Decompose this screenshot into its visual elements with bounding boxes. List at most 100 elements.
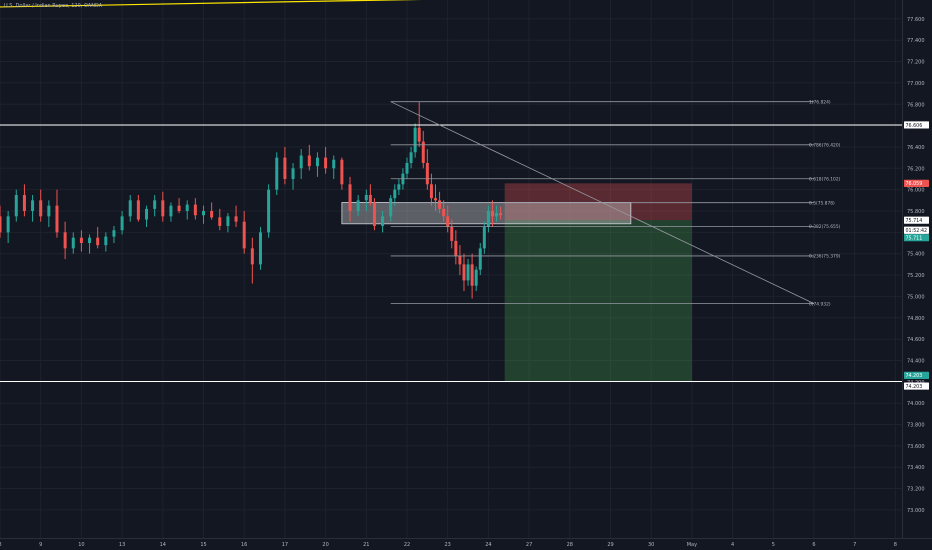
candle[interactable]: [413, 123, 417, 158]
supply-demand-zone[interactable]: [341, 202, 632, 225]
trendline[interactable]: [0, 0, 932, 8]
fib-level[interactable]: 0.786(76.420): [390, 142, 841, 148]
candle[interactable]: [22, 184, 26, 217]
candle[interactable]: [495, 205, 499, 222]
candle[interactable]: [470, 253, 474, 299]
candle[interactable]: [120, 211, 124, 235]
candle[interactable]: [14, 189, 18, 222]
candle[interactable]: [478, 243, 482, 276]
candle[interactable]: [267, 184, 271, 238]
candle[interactable]: [128, 194, 132, 222]
candle[interactable]: [425, 149, 429, 190]
candle[interactable]: [442, 200, 446, 222]
drawings-layer[interactable]: 1(76.824) 0.786(76.420) 0.618(76.102) 0.5(7…: [0, 0, 932, 382]
candle[interactable]: [0, 205, 2, 238]
candle[interactable]: [291, 162, 295, 190]
candle[interactable]: [332, 155, 336, 179]
candle[interactable]: [153, 194, 157, 217]
candle[interactable]: [368, 184, 372, 206]
candle[interactable]: [31, 194, 35, 222]
candle[interactable]: [283, 146, 287, 185]
candle[interactable]: [96, 227, 100, 249]
fib-level[interactable]: 0.618(76.102): [390, 176, 841, 182]
candle[interactable]: [348, 176, 352, 222]
candle[interactable]: [372, 198, 376, 231]
candle[interactable]: [161, 191, 165, 222]
candle[interactable]: [275, 152, 279, 195]
candle[interactable]: [234, 205, 238, 228]
candle[interactable]: [389, 194, 393, 222]
price-tick-label: 73.400: [907, 465, 925, 471]
candle[interactable]: [421, 130, 425, 169]
candle[interactable]: [136, 194, 140, 222]
candle[interactable]: [226, 213, 230, 233]
candle[interactable]: [6, 211, 10, 244]
time-tick-label: 30: [648, 542, 654, 548]
candle[interactable]: [250, 237, 254, 284]
candle[interactable]: [433, 184, 437, 211]
candle[interactable]: [71, 232, 75, 254]
candle[interactable]: [446, 205, 450, 233]
candle[interactable]: [486, 205, 490, 233]
candle[interactable]: [63, 221, 67, 260]
candle[interactable]: [242, 211, 246, 254]
support-price-label-text: 74.203: [906, 384, 923, 390]
target-price-label-text: 74.203: [906, 373, 923, 379]
candle[interactable]: [307, 144, 311, 171]
candle[interactable]: [356, 194, 360, 217]
fib-level[interactable]: 0.236(75.379): [390, 254, 841, 260]
candle[interactable]: [315, 152, 319, 177]
fib-level[interactable]: 1(76.824): [390, 99, 831, 105]
candle[interactable]: [210, 202, 214, 220]
candle[interactable]: [462, 253, 466, 292]
candle[interactable]: [185, 200, 189, 220]
candle[interactable]: [482, 221, 486, 254]
candles-layer[interactable]: [0, 102, 503, 299]
candle[interactable]: [79, 230, 83, 252]
candle[interactable]: [466, 259, 470, 286]
candle[interactable]: [47, 200, 51, 228]
candle[interactable]: [145, 205, 149, 228]
candle[interactable]: [381, 211, 385, 233]
fib-level[interactable]: 0.5(75.878): [390, 200, 835, 206]
candle[interactable]: [490, 200, 494, 228]
candle[interactable]: [39, 189, 43, 222]
candle[interactable]: [169, 202, 173, 222]
candle-body: [356, 200, 360, 211]
stop-price-label: 76.059: [904, 179, 929, 187]
entry-price-label-text: 75.711: [906, 235, 923, 241]
candle[interactable]: [450, 219, 454, 249]
candle[interactable]: [499, 206, 503, 220]
candle[interactable]: [409, 146, 413, 169]
candle[interactable]: [454, 230, 458, 265]
candle[interactable]: [202, 205, 205, 224]
price-tick-label: 77.400: [907, 38, 925, 44]
fib-level[interactable]: 0(74.932): [390, 301, 831, 307]
candle[interactable]: [299, 149, 303, 179]
candle[interactable]: [340, 157, 344, 190]
candle[interactable]: [55, 189, 59, 238]
candle[interactable]: [218, 208, 222, 231]
candle[interactable]: [193, 198, 197, 220]
symbol-title: U.S. Dollar / Indian Rupee, 120, OANDA: [4, 3, 103, 9]
candle[interactable]: [397, 178, 401, 195]
candle[interactable]: [112, 225, 116, 244]
candle-body: [79, 237, 83, 244]
candle[interactable]: [258, 227, 262, 270]
candle[interactable]: [88, 234, 92, 254]
candle[interactable]: [474, 266, 478, 292]
candle[interactable]: [324, 146, 328, 174]
candle[interactable]: [104, 232, 108, 252]
fib-level[interactable]: 0.382(75.655): [390, 224, 841, 230]
candle-body: [486, 211, 490, 228]
candle[interactable]: [364, 189, 368, 211]
candle[interactable]: [458, 245, 462, 276]
current-price-label-text: 75.714: [906, 218, 923, 224]
time-axis[interactable]: 8 9 10 13 14 15 16 17 20 21 22 23 24 27 28 29 30 May 4 5 6 7 8: [0, 542, 897, 548]
candle[interactable]: [177, 198, 181, 214]
candle-body: [299, 155, 303, 169]
candle[interactable]: [393, 184, 397, 206]
candle[interactable]: [405, 157, 409, 179]
